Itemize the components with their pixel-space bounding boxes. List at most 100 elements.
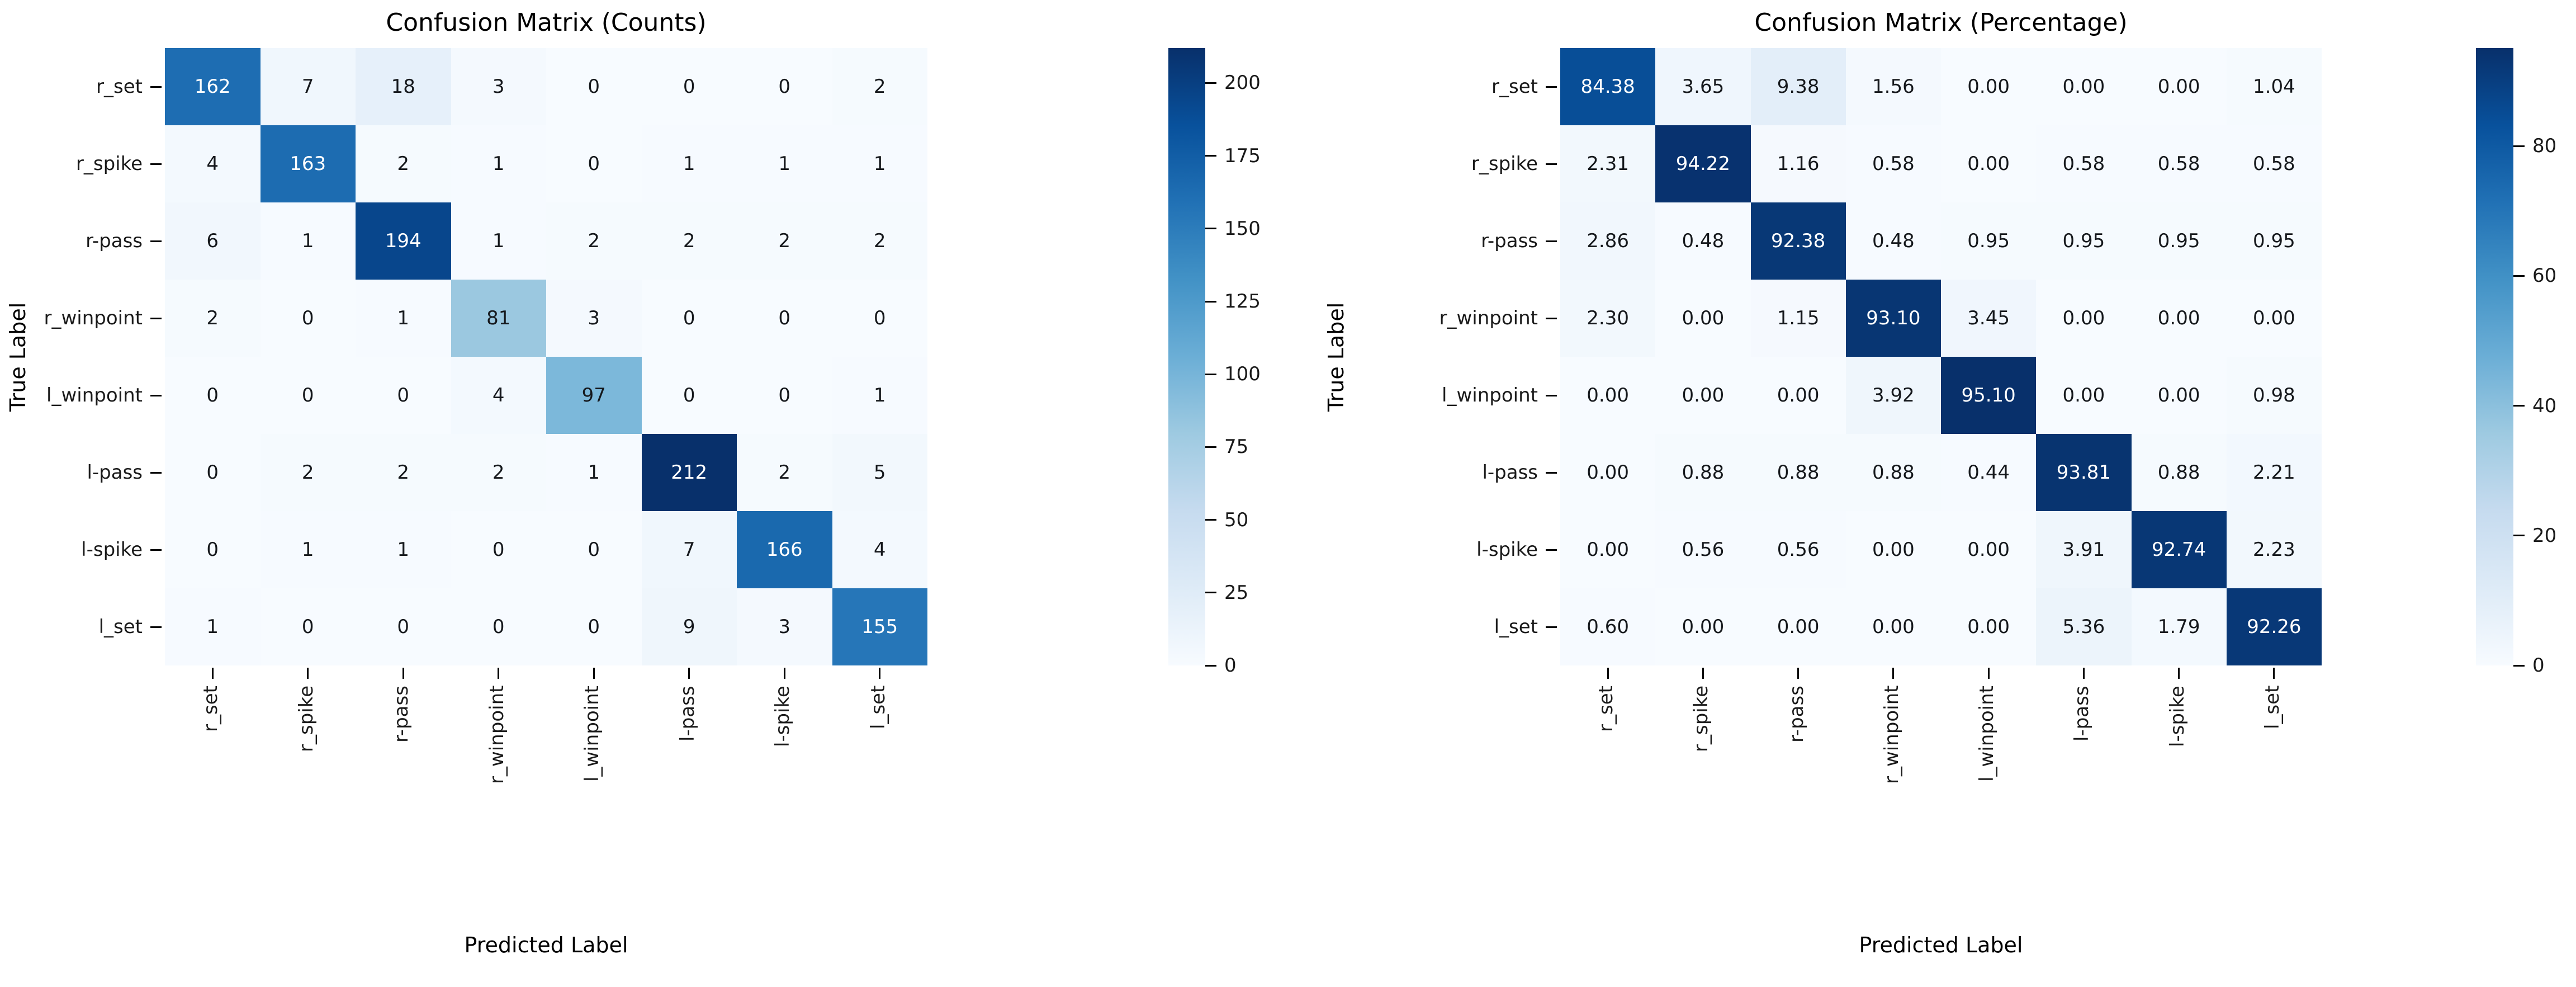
cell-value: 0.00 [2062,75,2105,98]
heatmap-cell: 2 [832,48,927,125]
cell-value: 1 [206,616,219,638]
cell-value: 0.00 [1587,461,1629,484]
heatmap-cell: 0.00 [1845,588,1941,665]
cell-value: 2.23 [2253,539,2295,561]
x-tick-mark [1892,668,1895,679]
heatmap-cell: 0 [451,588,546,665]
heatmap-cell: 84.38 [1560,48,1656,125]
cell-value: 3.91 [2062,539,2105,561]
heatmap-cell: 0.58 [2131,125,2227,202]
heatmap-cell: 1 [260,202,356,280]
cell-value: 1 [873,153,886,175]
heatmap-cell: 97 [546,357,642,434]
cell-value: 1.79 [2157,616,2200,638]
colorbar-tick-label: 20 [2532,524,2557,547]
cell-value: 0.48 [1872,230,1915,252]
heatmap-cell: 0 [260,280,356,357]
heatmap-cell: 1 [832,357,927,434]
cell-value: 0 [588,616,600,638]
cell-value: 0.00 [2253,307,2295,329]
colorbar-tick-label: 150 [1224,217,1261,240]
counts-colorbar [1168,48,1205,665]
heatmap-cell: 9 [641,588,737,665]
cell-value: 0 [206,539,219,561]
colorbar-tick-mark [1205,82,1216,84]
x-tick-mark [1797,668,1800,679]
y-tick-mark [150,549,162,551]
cell-value: 0.00 [1967,539,2010,561]
heatmap-cell: 0 [356,357,451,434]
heatmap-cell: 0.98 [2226,357,2322,434]
cell-value: 2 [301,461,314,484]
colorbar-tick-label: 200 [1224,72,1261,95]
cell-value: 1 [301,230,314,252]
heatmap-cell: 0.00 [1941,125,2037,202]
heatmap-cell: 2 [260,434,356,511]
cell-value: 94.22 [1675,153,1731,175]
cell-value: 1 [588,461,600,484]
cell-value: 0.88 [1872,461,1915,484]
colorbar-tick-mark [1205,300,1216,303]
heatmap-cell: 1.16 [1750,125,1846,202]
cell-value: 0.00 [1682,307,1725,329]
heatmap-cell: 0 [165,434,261,511]
cell-value: 1 [397,307,410,329]
counts-heatmap: 162 7 18 3 0 0 0 2 4 163 2 1 0 1 1 1 6 1 194 1 2 2 2 2 2 0 1 81 3 0 0 0… [165,48,927,665]
cell-value: 0.00 [1587,384,1629,407]
heatmap-cell: 2.30 [1560,280,1656,357]
colorbar-tick-label: 125 [1224,290,1261,313]
y-tick-mark [1546,626,1557,628]
colorbar-tick-label: 0 [1224,654,1237,677]
heatmap-cell: 0.00 [2036,48,2132,125]
cell-value: 0.00 [1587,539,1629,561]
y-tick-label: r_spike [1471,153,1538,175]
x-tick-mark [498,668,500,679]
y-tick-mark [150,394,162,396]
cell-value: 4 [206,153,219,175]
cell-value: 0.00 [1967,616,2010,638]
heatmap-cell: 0.88 [1655,434,1751,511]
colorbar-tick-mark [1205,373,1216,375]
heatmap-cell: 2.86 [1560,202,1656,280]
heatmap-cell: 0.00 [2226,280,2322,357]
cell-value: 1.56 [1872,75,1915,98]
cell-value: 3.65 [1682,75,1725,98]
cell-value: 212 [671,461,708,484]
colorbar-tick-mark [1205,228,1216,230]
y-tick-label: l_set [1494,616,1538,638]
heatmap-cell: 0 [165,511,261,588]
heatmap-cell: 3 [737,588,832,665]
y-tick-mark [150,471,162,474]
cell-value: 155 [861,616,898,638]
cell-value: 0.95 [2253,230,2295,252]
counts-x-axis-label: Predicted Label [464,933,628,957]
heatmap-cell: 0.95 [2226,202,2322,280]
heatmap-cell: 194 [356,202,451,280]
cell-value: 2 [206,307,219,329]
x-tick-mark [402,668,404,679]
heatmap-cell: 0.56 [1655,511,1751,588]
cell-value: 0 [588,75,600,98]
colorbar-tick-mark [2513,535,2525,537]
x-tick-label: l-spike [2166,686,2189,747]
cell-value: 81 [486,307,511,329]
heatmap-cell: 0.95 [2036,202,2132,280]
cell-value: 0 [206,384,219,407]
cell-value: 2 [397,153,410,175]
colorbar-tick-mark [1205,592,1216,594]
y-tick-label: l_set [98,616,143,638]
cell-value: 0.98 [2253,384,2295,407]
heatmap-cell: 1 [165,588,261,665]
cell-value: 0.58 [1872,153,1915,175]
y-tick-label: l_winpoint [46,384,143,407]
heatmap-cell: 212 [641,434,737,511]
cell-value: 1 [492,153,505,175]
heatmap-cell: 0.95 [2131,202,2227,280]
cell-value: 0.00 [1872,539,1915,561]
heatmap-cell: 0.00 [1750,588,1846,665]
cell-value: 0 [778,75,791,98]
heatmap-cell: 1 [546,434,642,511]
heatmap-cell: 0.00 [1941,511,2037,588]
heatmap-cell: 1 [832,125,927,202]
